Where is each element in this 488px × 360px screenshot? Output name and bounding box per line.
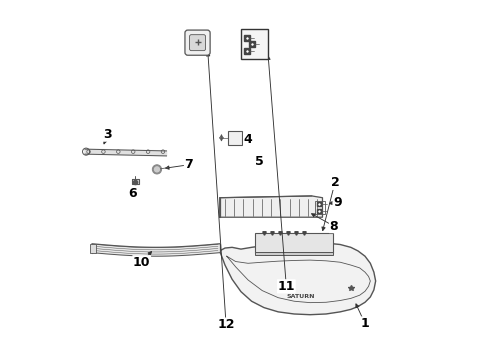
Text: 11: 11 xyxy=(277,280,294,293)
Circle shape xyxy=(152,165,161,174)
Text: 4: 4 xyxy=(243,133,252,146)
Text: 8: 8 xyxy=(329,220,337,233)
FancyBboxPatch shape xyxy=(184,30,210,55)
Bar xyxy=(314,201,325,214)
Text: SATURN: SATURN xyxy=(286,294,315,299)
Text: 7: 7 xyxy=(184,158,193,171)
Text: 6: 6 xyxy=(127,186,136,199)
Text: 2: 2 xyxy=(330,176,339,189)
Text: 9: 9 xyxy=(332,196,341,209)
Polygon shape xyxy=(92,244,219,256)
FancyBboxPatch shape xyxy=(189,35,205,51)
Bar xyxy=(241,30,267,59)
Bar xyxy=(228,131,241,145)
Text: 1: 1 xyxy=(360,317,368,330)
Text: 5: 5 xyxy=(255,155,264,168)
Text: 3: 3 xyxy=(103,128,111,141)
Bar xyxy=(255,252,332,255)
Circle shape xyxy=(154,167,159,172)
Bar xyxy=(89,244,96,253)
Polygon shape xyxy=(219,196,322,217)
Polygon shape xyxy=(132,179,139,184)
Text: 10: 10 xyxy=(133,256,150,269)
Bar xyxy=(255,233,332,253)
Polygon shape xyxy=(219,243,375,315)
Polygon shape xyxy=(85,149,166,156)
Text: 12: 12 xyxy=(217,318,234,331)
